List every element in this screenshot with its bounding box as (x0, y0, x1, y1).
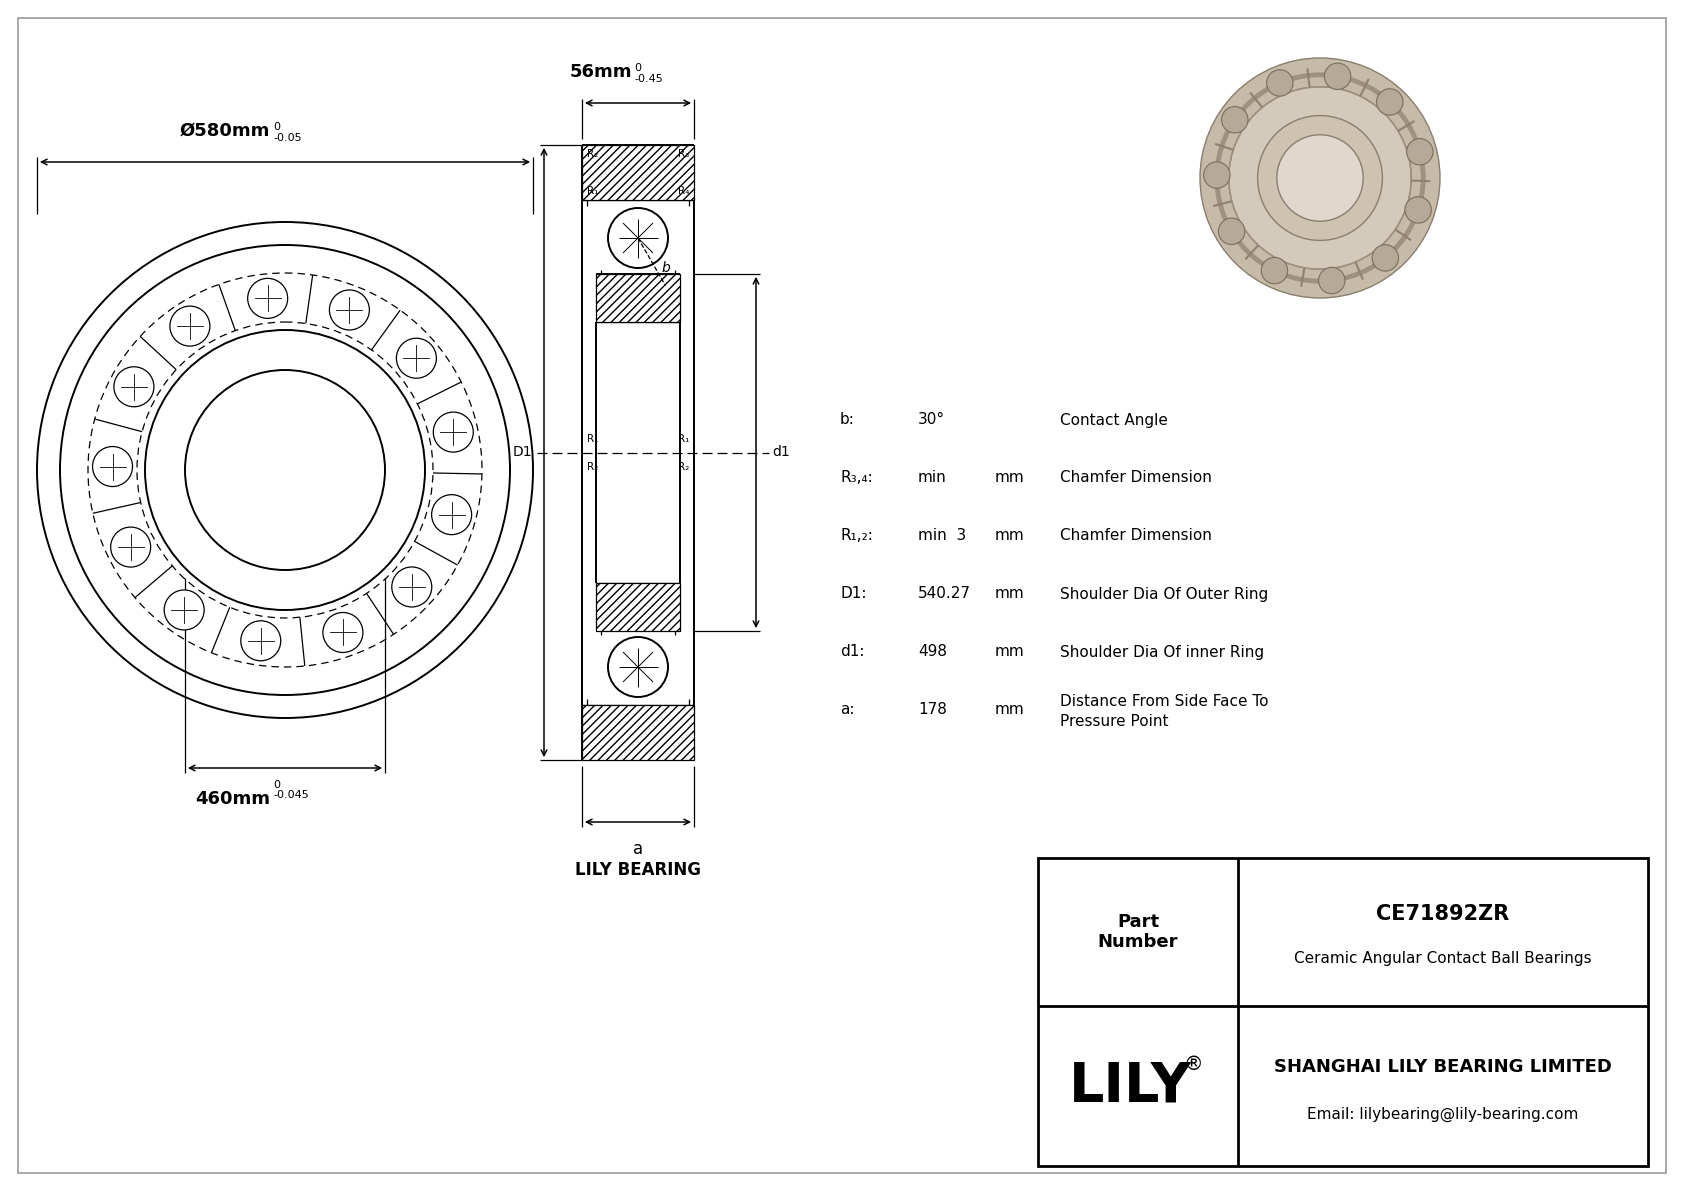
Text: 540.27: 540.27 (918, 586, 972, 601)
Text: a:: a: (840, 703, 854, 717)
Text: Pressure Point: Pressure Point (1059, 713, 1169, 729)
Circle shape (241, 621, 281, 661)
Text: mm: mm (995, 644, 1026, 660)
Circle shape (431, 494, 472, 535)
Text: 56mm: 56mm (569, 63, 632, 81)
Text: mm: mm (995, 703, 1026, 717)
Text: 0: 0 (273, 780, 280, 790)
Circle shape (248, 279, 288, 318)
Text: D1: D1 (512, 445, 532, 460)
Text: a: a (633, 840, 643, 858)
Circle shape (1324, 63, 1351, 89)
Text: Chamfer Dimension: Chamfer Dimension (1059, 529, 1212, 543)
Circle shape (392, 567, 431, 607)
Text: Shoulder Dia Of Outer Ring: Shoulder Dia Of Outer Ring (1059, 586, 1268, 601)
Text: Part
Number: Part Number (1098, 912, 1179, 952)
Text: -0.05: -0.05 (273, 133, 301, 143)
Circle shape (608, 208, 669, 268)
Text: LILY: LILY (1069, 1059, 1192, 1114)
Text: R₁: R₁ (588, 186, 598, 197)
Bar (596, 274, 680, 322)
Text: mm: mm (995, 586, 1026, 601)
Text: LILY BEARING: LILY BEARING (574, 861, 701, 879)
Text: 30°: 30° (918, 412, 945, 428)
Text: Contact Angle: Contact Angle (1059, 412, 1169, 428)
Text: R₃,₄:: R₃,₄: (840, 470, 872, 486)
Text: d1: d1 (771, 445, 790, 460)
Text: 178: 178 (918, 703, 946, 717)
Text: Chamfer Dimension: Chamfer Dimension (1059, 470, 1212, 486)
Text: Email: lilybearing@lily-bearing.com: Email: lilybearing@lily-bearing.com (1307, 1108, 1578, 1122)
Circle shape (323, 612, 364, 653)
Text: CE71892ZR: CE71892ZR (1376, 904, 1509, 924)
Text: min  3: min 3 (918, 529, 967, 543)
Text: 0: 0 (633, 63, 642, 73)
Text: R₂: R₂ (588, 149, 598, 160)
Text: D1:: D1: (840, 586, 867, 601)
Text: R₂: R₂ (677, 462, 689, 473)
Circle shape (1201, 58, 1440, 298)
Text: R₁,₂:: R₁,₂: (840, 529, 872, 543)
Circle shape (93, 447, 133, 487)
Text: Shoulder Dia Of inner Ring: Shoulder Dia Of inner Ring (1059, 644, 1265, 660)
Text: ®: ® (1184, 1054, 1202, 1073)
Bar (583, 705, 694, 760)
Text: R₃: R₃ (677, 149, 689, 160)
Text: -0.045: -0.045 (273, 790, 308, 800)
Text: 498: 498 (918, 644, 946, 660)
Circle shape (1219, 218, 1244, 244)
Text: R₁: R₁ (677, 435, 689, 444)
Bar (583, 145, 694, 200)
Circle shape (608, 637, 669, 697)
Circle shape (163, 590, 204, 630)
Circle shape (1406, 138, 1433, 166)
Circle shape (115, 367, 153, 407)
Circle shape (1204, 162, 1229, 188)
Circle shape (170, 306, 210, 347)
Text: R₁: R₁ (588, 435, 598, 444)
Circle shape (1372, 244, 1398, 272)
Circle shape (1229, 87, 1411, 269)
Circle shape (330, 289, 369, 330)
Circle shape (1319, 267, 1346, 294)
Circle shape (1258, 116, 1383, 241)
Text: mm: mm (995, 529, 1026, 543)
Text: 0: 0 (273, 121, 280, 132)
Text: mm: mm (995, 470, 1026, 486)
Text: R₂: R₂ (588, 462, 598, 473)
Circle shape (1221, 106, 1248, 133)
Text: min: min (918, 470, 946, 486)
Text: b: b (662, 261, 670, 275)
Bar (596, 584, 680, 631)
Text: SHANGHAI LILY BEARING LIMITED: SHANGHAI LILY BEARING LIMITED (1275, 1058, 1612, 1075)
Text: -0.45: -0.45 (633, 74, 663, 85)
Text: d1:: d1: (840, 644, 864, 660)
Circle shape (1276, 135, 1364, 222)
Text: Distance From Side Face To: Distance From Side Face To (1059, 693, 1268, 709)
Circle shape (111, 528, 150, 567)
Circle shape (433, 412, 473, 453)
Circle shape (1266, 70, 1293, 96)
Circle shape (1261, 257, 1288, 283)
Text: Ø580mm: Ø580mm (180, 121, 269, 141)
Circle shape (1376, 89, 1403, 116)
Text: R₄: R₄ (677, 186, 689, 197)
Circle shape (396, 338, 436, 379)
Bar (1037, 858, 1649, 1166)
Text: Ceramic Angular Contact Ball Bearings: Ceramic Angular Contact Ball Bearings (1295, 952, 1591, 966)
Circle shape (1404, 197, 1431, 223)
Text: 460mm: 460mm (195, 790, 269, 807)
Text: b:: b: (840, 412, 855, 428)
